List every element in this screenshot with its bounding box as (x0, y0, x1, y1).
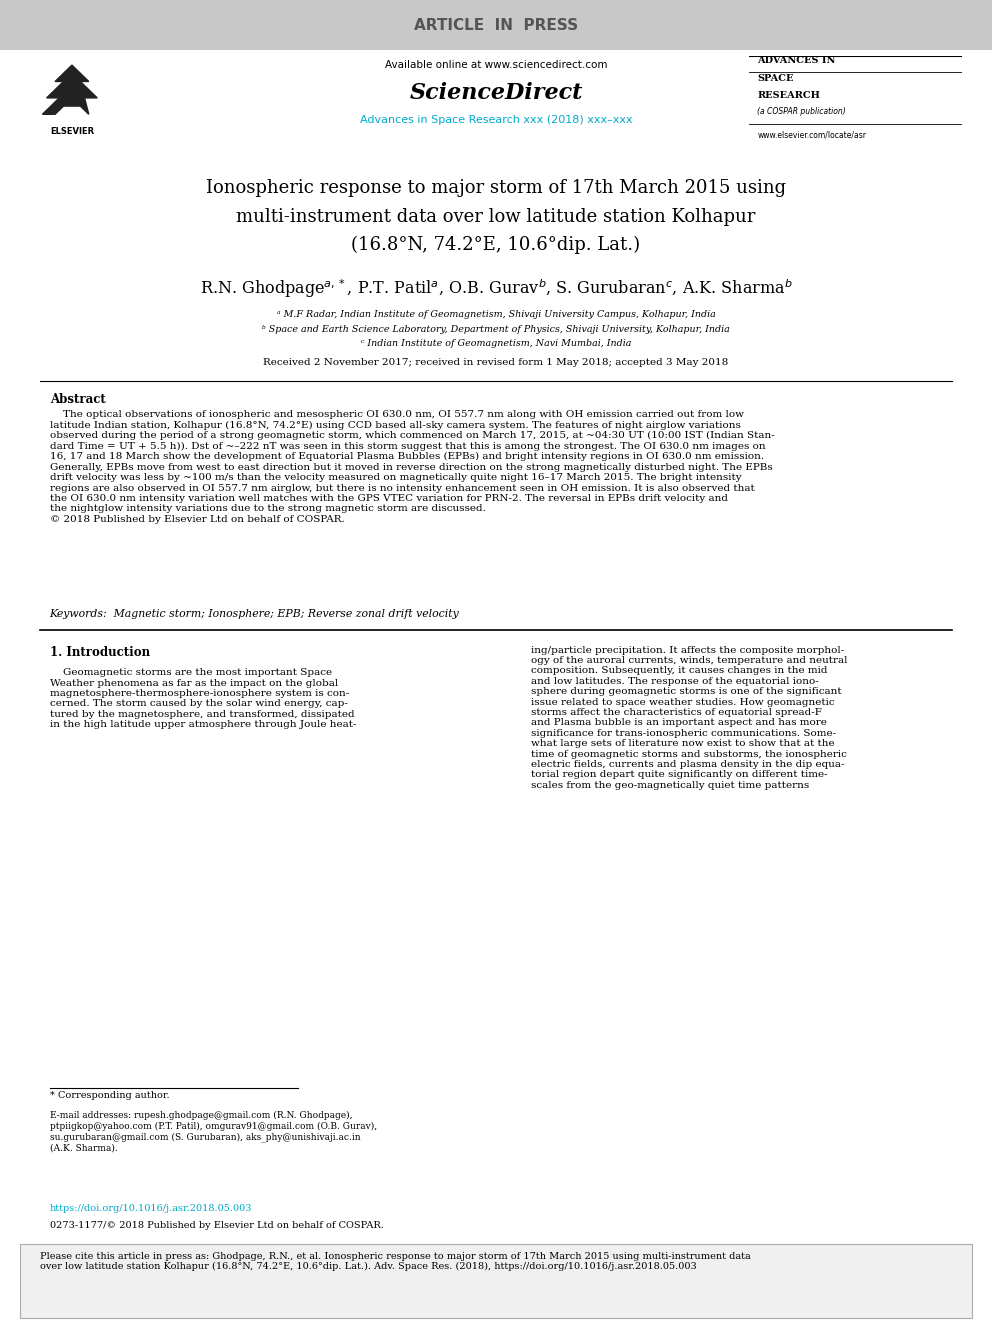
Text: The optical observations of ionospheric and mesospheric OI 630.0 nm, OI 557.7 nm: The optical observations of ionospheric … (50, 410, 775, 524)
Text: 0273-1177/© 2018 Published by Elsevier Ltd on behalf of COSPAR.: 0273-1177/© 2018 Published by Elsevier L… (50, 1221, 384, 1230)
Text: ELSEVIER: ELSEVIER (50, 127, 94, 136)
Text: multi-instrument data over low latitude station Kolhapur: multi-instrument data over low latitude … (236, 208, 756, 226)
Text: Keywords:  Magnetic storm; Ionosphere; EPB; Reverse zonal drift velocity: Keywords: Magnetic storm; Ionosphere; EP… (50, 609, 459, 619)
Text: Advances in Space Research xxx (2018) xxx–xxx: Advances in Space Research xxx (2018) xx… (360, 115, 632, 126)
Text: Please cite this article in press as: Ghodpage, R.N., et al. Ionospheric respons: Please cite this article in press as: Gh… (40, 1252, 750, 1271)
Text: Ionospheric response to major storm of 17th March 2015 using: Ionospheric response to major storm of 1… (206, 179, 786, 197)
Text: (a COSPAR publication): (a COSPAR publication) (758, 107, 846, 116)
Text: R.N. Ghodpage$^{a,*}$, P.T. Patil$^{a}$, O.B. Gurav$^{b}$, S. Gurubaran$^{c}$, A: R.N. Ghodpage$^{a,*}$, P.T. Patil$^{a}$,… (199, 277, 793, 300)
Text: ADVANCES IN: ADVANCES IN (758, 57, 836, 65)
Bar (20, 1244, 972, 1318)
Text: ᵃ M.F Radar, Indian Institute of Geomagnetism, Shivaji University Campus, Kolhap: ᵃ M.F Radar, Indian Institute of Geomagn… (277, 311, 715, 319)
Text: www.elsevier.com/locate/asr: www.elsevier.com/locate/asr (758, 130, 866, 139)
Text: RESEARCH: RESEARCH (758, 91, 820, 99)
Text: (16.8°N, 74.2°E, 10.6°dip. Lat.): (16.8°N, 74.2°E, 10.6°dip. Lat.) (351, 235, 641, 254)
Text: ing/particle precipitation. It affects the composite morphol-
ogy of the auroral: ing/particle precipitation. It affects t… (531, 646, 847, 790)
Text: https://doi.org/10.1016/j.asr.2018.05.003: https://doi.org/10.1016/j.asr.2018.05.00… (50, 1204, 252, 1213)
Text: ᵇ Space and Earth Science Laboratory, Department of Physics, Shivaji University,: ᵇ Space and Earth Science Laboratory, De… (262, 325, 730, 333)
Text: E-mail addresses: rupesh.ghodpage@gmail.com (R.N. Ghodpage),
ptpiigkop@yahoo.com: E-mail addresses: rupesh.ghodpage@gmail.… (50, 1111, 377, 1152)
Text: ARTICLE  IN  PRESS: ARTICLE IN PRESS (414, 19, 578, 33)
Polygon shape (43, 65, 97, 114)
Text: Received 2 November 2017; received in revised form 1 May 2018; accepted 3 May 20: Received 2 November 2017; received in re… (263, 359, 729, 366)
Text: * Corresponding author.: * Corresponding author. (50, 1091, 170, 1101)
Bar (0, 0, 992, 50)
Text: Abstract: Abstract (50, 393, 105, 406)
Text: 1. Introduction: 1. Introduction (50, 646, 150, 659)
Text: SPACE: SPACE (758, 74, 794, 83)
Text: Available online at www.sciencedirect.com: Available online at www.sciencedirect.co… (385, 60, 607, 70)
Text: ᶜ Indian Institute of Geomagnetism, Navi Mumbai, India: ᶜ Indian Institute of Geomagnetism, Navi… (361, 340, 631, 348)
Text: ScienceDirect: ScienceDirect (410, 82, 582, 103)
Text: Geomagnetic storms are the most important Space
Weather phenomena as far as the : Geomagnetic storms are the most importan… (50, 668, 356, 729)
